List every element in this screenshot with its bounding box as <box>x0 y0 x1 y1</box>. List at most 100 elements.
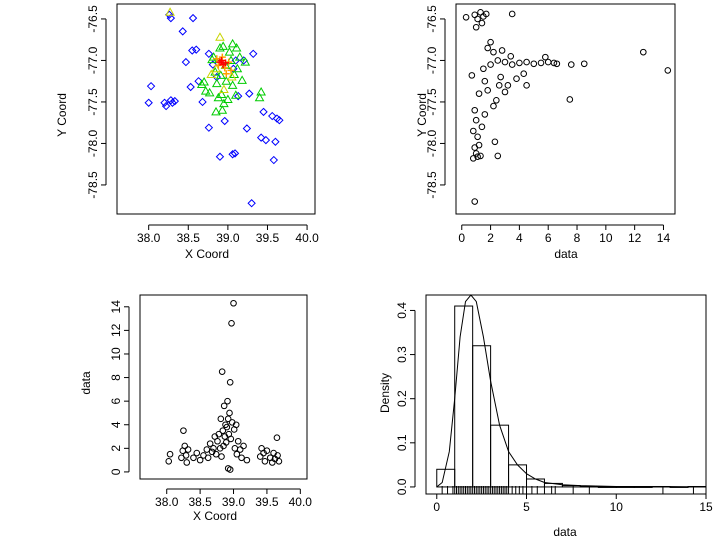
data-point <box>274 452 281 459</box>
data-point <box>498 47 506 54</box>
data-point <box>220 116 229 126</box>
data-point <box>180 427 187 434</box>
x-tick-label: 5 <box>523 500 530 514</box>
panel-histogram: 0 5 10 15 0.0 0.1 0.2 0.3 0.4 data Density <box>378 294 713 539</box>
data-point <box>233 450 241 458</box>
data-point <box>261 135 271 145</box>
y-tick-label: -78.0 <box>86 129 100 157</box>
data-point <box>487 61 494 68</box>
y-axis-label: Y Coord <box>55 93 69 137</box>
x-tick-label: 6 <box>545 231 552 245</box>
x-tick-label: 0 <box>433 500 440 514</box>
data-point <box>217 105 228 114</box>
x-tick-label: 12 <box>628 231 642 245</box>
data-point <box>472 23 480 31</box>
data-point <box>144 98 153 107</box>
data-point <box>275 458 283 465</box>
data-point <box>165 7 175 16</box>
data-point <box>188 46 197 55</box>
plot-box <box>455 3 676 215</box>
x-tick-label: 15 <box>699 500 713 514</box>
y-tick-label: -76.5 <box>425 5 439 33</box>
data-point <box>224 47 235 56</box>
data-point <box>199 77 209 86</box>
y-tick-label: 6 <box>109 397 123 404</box>
y-tick-label: 8 <box>109 374 123 381</box>
data-point <box>487 38 494 46</box>
data-point <box>227 80 238 89</box>
data-point <box>474 153 481 161</box>
data-point <box>254 92 265 102</box>
y-tick-label: 10 <box>109 347 123 361</box>
data-point <box>567 61 575 68</box>
data-point <box>204 49 214 59</box>
y-tick-label: 14 <box>109 300 123 314</box>
data-point <box>269 155 279 165</box>
data-point <box>166 450 174 458</box>
data-point <box>182 452 190 459</box>
y-tick-label: 0 <box>109 468 123 475</box>
data-point <box>478 19 486 27</box>
data-point <box>226 378 234 386</box>
data-point <box>242 124 252 133</box>
data-point <box>204 87 215 97</box>
x-axis-label: X Coord <box>193 509 237 523</box>
data-point <box>227 38 238 48</box>
data-point <box>200 86 211 95</box>
y-tick-label: -78.5 <box>86 171 100 199</box>
data-point <box>221 76 232 85</box>
data-point <box>223 94 233 103</box>
data-point <box>215 42 225 52</box>
data-point <box>263 447 271 454</box>
data-point <box>523 82 530 89</box>
y-axis-label: Density <box>378 373 392 413</box>
data-point <box>166 13 176 23</box>
data-point <box>218 41 228 50</box>
y-tick-label: 0.1 <box>395 434 409 451</box>
data-point <box>240 57 251 66</box>
y-tick-label: 0.0 <box>395 478 409 495</box>
data-point <box>216 89 227 98</box>
data-point <box>236 446 244 453</box>
data-point <box>230 90 241 99</box>
histogram-bar <box>597 486 617 488</box>
data-point <box>213 55 221 63</box>
data-point <box>222 59 230 67</box>
data-point <box>542 53 549 61</box>
data-point <box>227 66 235 74</box>
x-tick-label: 38.0 <box>137 231 161 245</box>
data-point <box>275 115 284 125</box>
data-point <box>226 466 234 473</box>
data-point <box>190 454 197 462</box>
data-point <box>268 111 277 121</box>
histogram-bar <box>508 464 528 488</box>
data-point <box>226 72 237 81</box>
y-axis-label: data <box>79 371 93 395</box>
data-point <box>501 88 509 96</box>
data-point <box>232 63 243 73</box>
density-curve <box>436 294 698 488</box>
data-point <box>472 116 480 124</box>
data-point <box>231 445 239 452</box>
data-point <box>664 67 672 74</box>
x-tick-label: 14 <box>657 231 671 245</box>
y-tick-label: -76.5 <box>86 5 100 33</box>
data-point <box>231 56 241 65</box>
data-point <box>227 435 235 443</box>
data-point <box>490 102 497 110</box>
data-point <box>212 450 220 458</box>
data-point <box>218 368 226 375</box>
data-point <box>481 111 489 118</box>
x-tick-label: 4 <box>516 231 523 245</box>
data-point <box>491 138 499 146</box>
data-point <box>196 456 204 464</box>
y-tick-label: 12 <box>109 323 123 337</box>
data-point <box>520 70 528 78</box>
data-point <box>219 427 227 434</box>
data-point <box>469 127 477 135</box>
data-point <box>215 152 225 161</box>
data-point <box>516 59 523 67</box>
data-point <box>206 440 214 447</box>
data-point <box>494 152 502 160</box>
